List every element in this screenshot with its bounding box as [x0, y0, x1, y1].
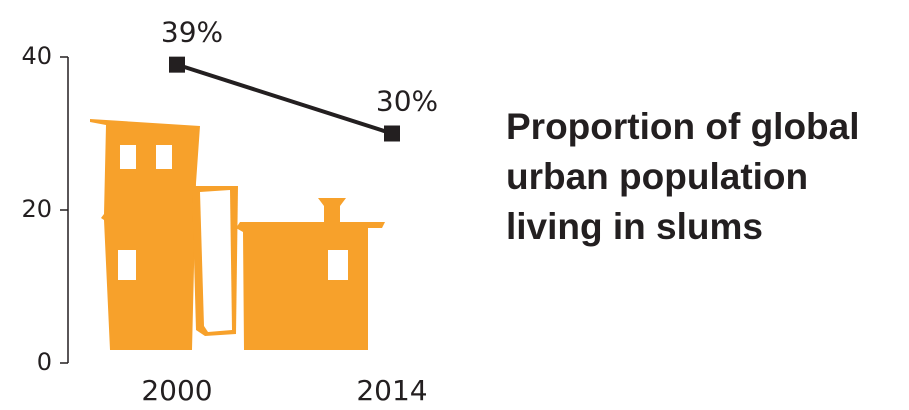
y-tick-label: 0 — [37, 348, 52, 376]
building-illustration — [90, 119, 385, 350]
y-tick-label: 20 — [21, 195, 52, 223]
data-label: 39% — [161, 16, 223, 49]
x-tick-label: 2000 — [141, 374, 212, 407]
marker — [384, 125, 400, 142]
line — [176, 62, 393, 136]
y-tick-label: 40 — [21, 42, 52, 70]
x-tick-label: 2014 — [356, 374, 427, 407]
marker — [169, 56, 185, 73]
chart-title: Proportion of global urban population li… — [506, 106, 860, 247]
data-label: 30% — [376, 85, 438, 118]
